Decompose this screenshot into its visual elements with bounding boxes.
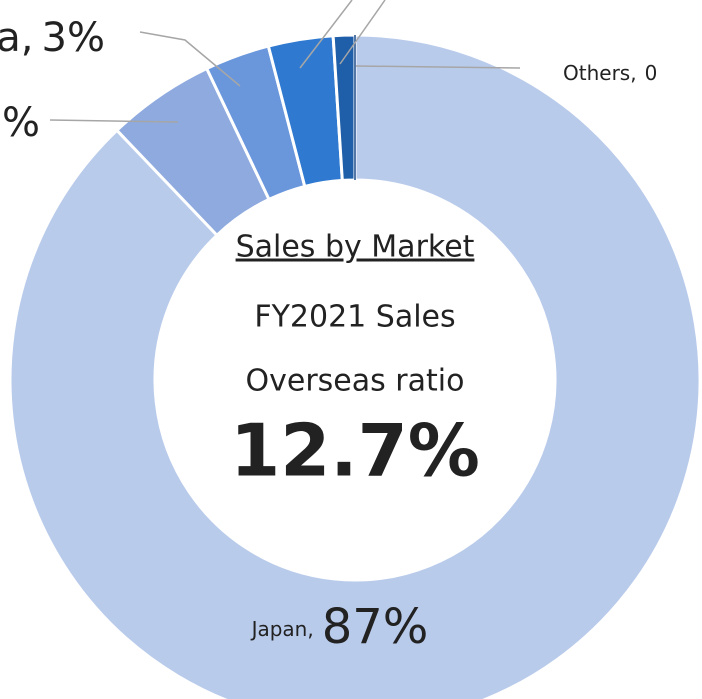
leader-line [49, 119, 179, 123]
category-name: Japan, [250, 617, 314, 641]
value-label: 0 [645, 61, 658, 85]
center-title: Sales by Market [236, 230, 475, 265]
value-label: 3% [42, 15, 105, 61]
slice-label: Others, 0 [563, 61, 657, 85]
leader-line [339, 0, 386, 65]
center-value: 12.7% [230, 409, 480, 493]
leader-line [355, 65, 521, 69]
category-name: a, [0, 15, 34, 61]
value-label: % [2, 100, 40, 146]
slice-label: Japan, 87% [250, 599, 429, 655]
slices [8, 33, 702, 699]
center-text: Overseas ratio [246, 364, 465, 399]
leader-line [299, 0, 353, 69]
value-label: 87% [322, 599, 429, 655]
slice-label: % [2, 100, 40, 146]
center-text: FY2021 Sales [254, 300, 455, 335]
leader-line [139, 31, 241, 87]
slice-label: a, 3% [0, 15, 105, 61]
category-name: Others, [563, 61, 637, 85]
